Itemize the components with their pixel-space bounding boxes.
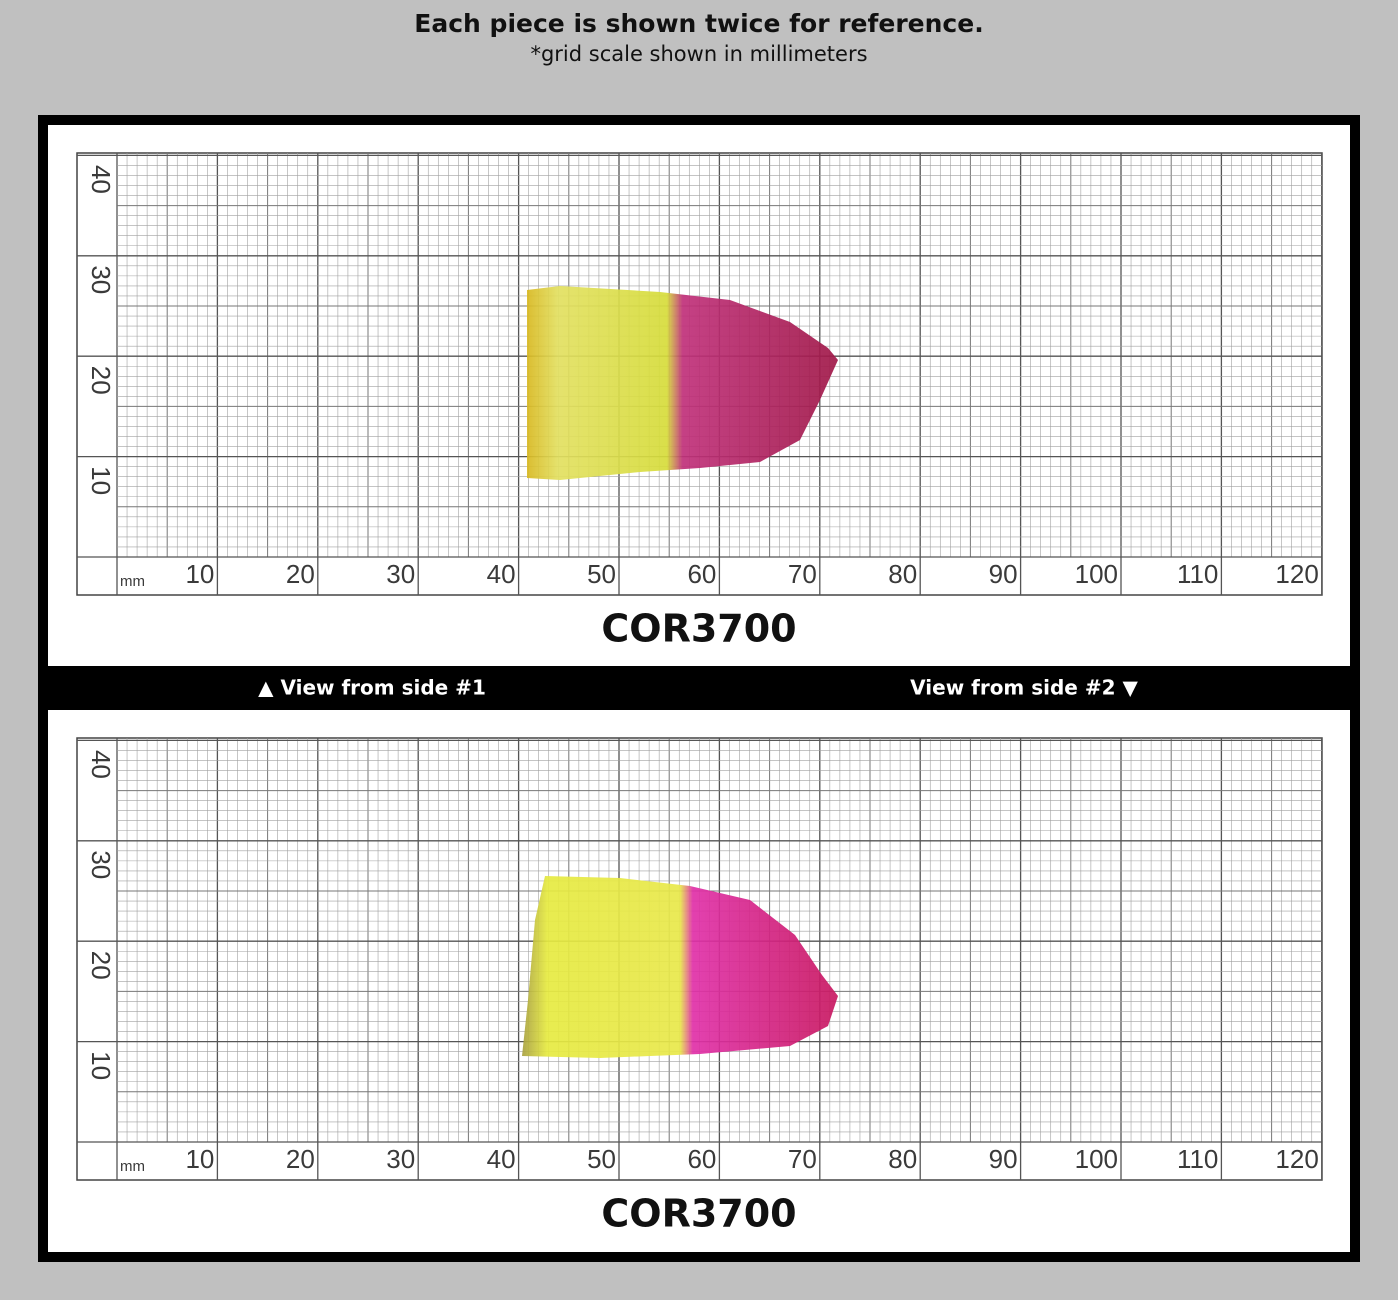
y-scale-label: 30 <box>86 850 116 879</box>
y-scale-label: 40 <box>86 750 116 779</box>
x-scale-label: 120 <box>1275 559 1318 589</box>
x-scale-label: 40 <box>487 1144 516 1174</box>
x-scale-label: 110 <box>1177 1144 1218 1174</box>
x-scale-label: 110 <box>1177 559 1218 589</box>
y-scale-label: 10 <box>86 466 116 495</box>
x-scale-label: 60 <box>687 559 716 589</box>
side-label: View from side #2 ▼ <box>910 676 1138 700</box>
x-scale-label: 80 <box>888 1144 917 1174</box>
x-scale-label: 90 <box>989 559 1018 589</box>
y-scale-label: 30 <box>86 265 116 294</box>
title: Each piece is shown twice for reference. <box>414 9 983 38</box>
x-scale-label: 100 <box>1075 559 1118 589</box>
x-scale-label: 100 <box>1075 1144 1118 1174</box>
x-scale-label: 70 <box>788 559 817 589</box>
unit-label: mm <box>120 573 145 590</box>
x-scale-label: 10 <box>185 559 214 589</box>
x-scale-label: 50 <box>587 1144 616 1174</box>
product-code: COR3700 <box>601 607 796 651</box>
subtitle: *grid scale shown in millimeters <box>530 42 867 66</box>
x-scale-label: 70 <box>788 1144 817 1174</box>
product-code: COR3700 <box>601 1192 796 1236</box>
x-scale-label: 60 <box>687 1144 716 1174</box>
x-scale-label: 40 <box>487 559 516 589</box>
x-scale-label: 80 <box>888 559 917 589</box>
gem <box>522 876 838 1058</box>
x-scale-label: 10 <box>185 1144 214 1174</box>
unit-label: mm <box>120 1158 145 1175</box>
x-scale-label: 120 <box>1275 1144 1318 1174</box>
x-scale-label: 20 <box>286 559 315 589</box>
x-scale-label: 50 <box>587 559 616 589</box>
y-scale-label: 40 <box>86 165 116 194</box>
y-scale-label: 20 <box>86 366 116 395</box>
x-scale-label: 30 <box>386 559 415 589</box>
side-label: ▲ View from side #1 <box>258 676 486 700</box>
y-scale-label: 20 <box>86 951 116 980</box>
x-scale-label: 30 <box>386 1144 415 1174</box>
x-scale-label: 20 <box>286 1144 315 1174</box>
y-scale-label: 10 <box>86 1051 116 1080</box>
gem <box>527 286 838 480</box>
x-scale-label: 90 <box>989 1144 1018 1174</box>
